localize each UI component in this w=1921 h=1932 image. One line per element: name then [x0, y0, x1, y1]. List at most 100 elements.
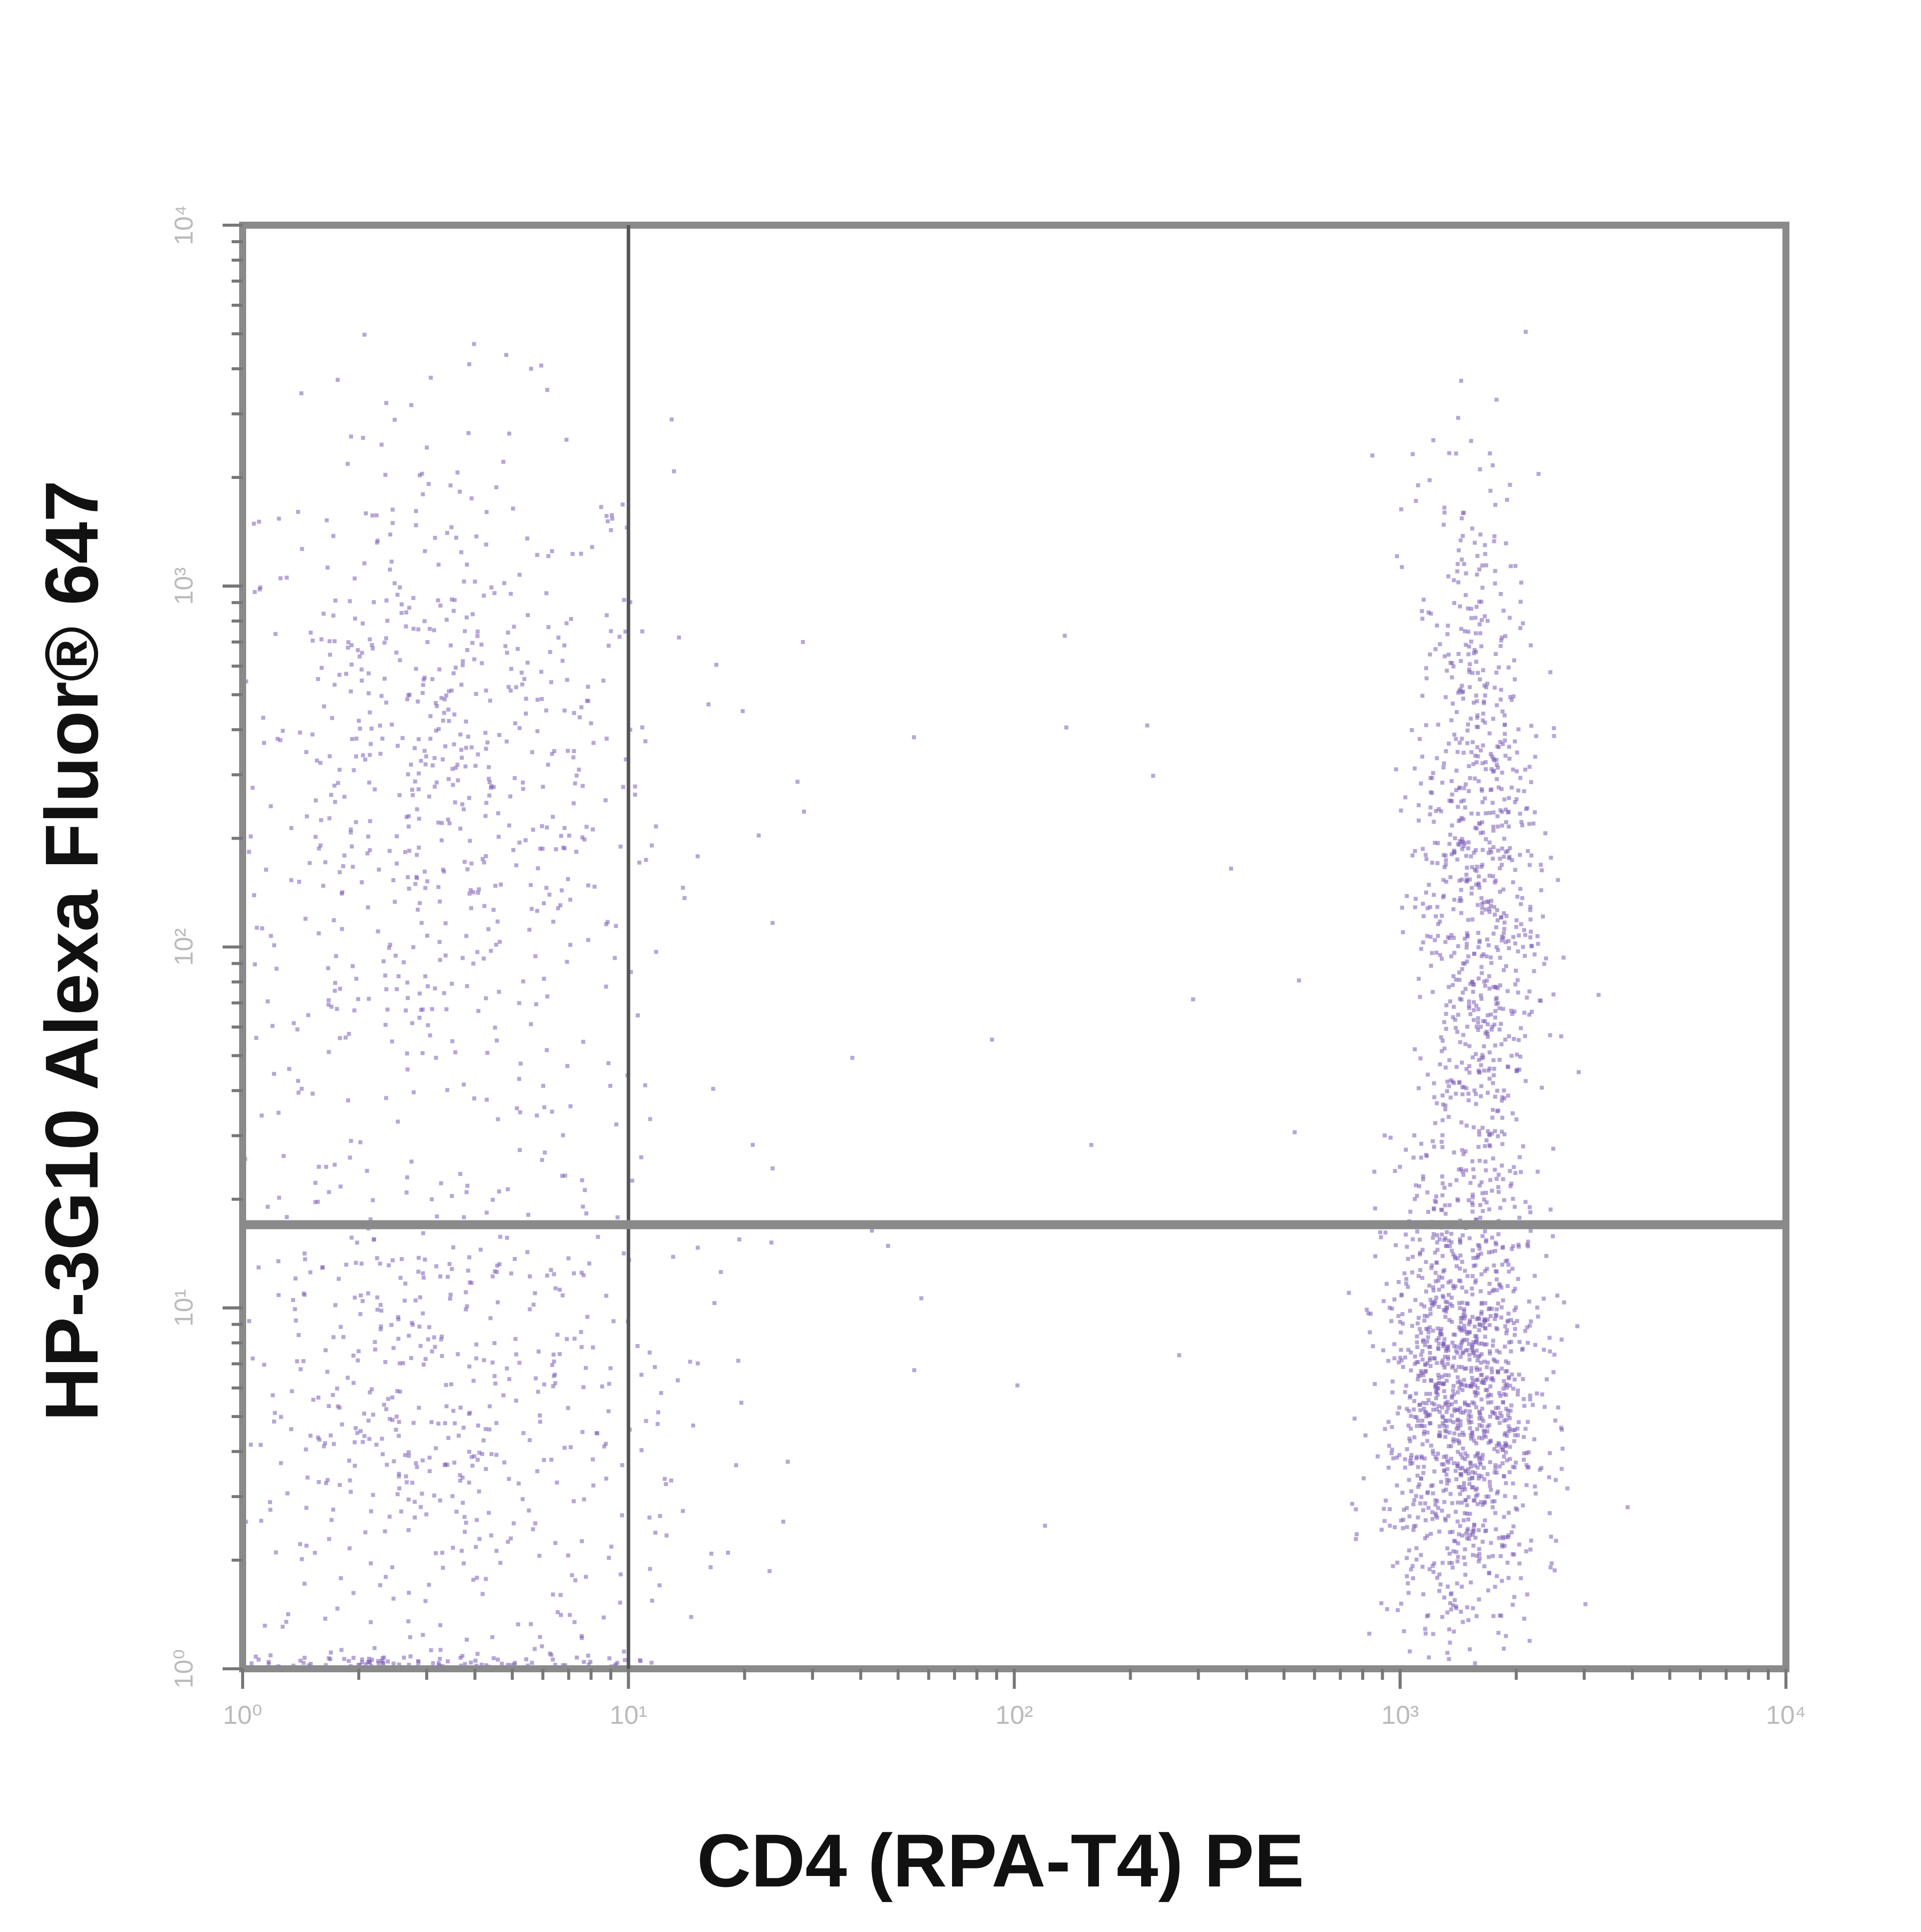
data-point [1472, 1523, 1476, 1527]
data-point [1485, 1318, 1490, 1322]
data-point [1506, 1511, 1511, 1515]
data-point [481, 956, 486, 961]
data-point [1415, 1334, 1419, 1339]
data-point [639, 1448, 644, 1453]
data-point [622, 597, 626, 602]
data-point [545, 1273, 549, 1278]
data-point [1402, 1629, 1406, 1633]
data-point [432, 756, 437, 760]
data-point [1473, 1661, 1477, 1665]
data-point [493, 1025, 497, 1030]
data-point [1436, 1452, 1440, 1456]
data-point [1482, 1343, 1487, 1347]
data-point [421, 492, 425, 496]
data-point [553, 1663, 557, 1667]
data-point [474, 534, 479, 538]
data-point [374, 1443, 379, 1447]
data-point [368, 637, 372, 641]
data-point [1422, 1432, 1426, 1436]
data-point [1440, 914, 1444, 918]
data-point [1404, 1232, 1408, 1237]
data-point [1449, 718, 1454, 723]
data-point [1470, 1274, 1475, 1278]
data-point [1472, 1325, 1477, 1329]
x-tick-label: 10⁴ [1766, 1701, 1806, 1730]
data-point [434, 1446, 438, 1451]
data-point [317, 1438, 322, 1442]
data-point [1516, 1038, 1521, 1042]
data-point [1458, 1524, 1462, 1528]
data-point [421, 1231, 425, 1235]
data-point [1470, 1430, 1474, 1435]
data-point [270, 1024, 275, 1028]
data-point [423, 549, 427, 553]
data-point [1479, 1474, 1484, 1479]
data-point [390, 521, 395, 525]
data-point [1421, 1471, 1426, 1475]
data-point [353, 1464, 357, 1468]
data-point [421, 1362, 426, 1367]
data-point [1395, 1483, 1399, 1488]
data-point [562, 643, 567, 648]
data-point [1437, 1287, 1441, 1292]
data-point [1463, 1511, 1467, 1515]
data-point [1500, 1544, 1505, 1549]
data-point [1489, 1488, 1493, 1492]
data-point [452, 1461, 457, 1465]
data-point [1478, 1413, 1483, 1417]
data-point [410, 1481, 415, 1485]
data-point [1478, 467, 1482, 471]
data-point [605, 920, 610, 924]
data-point [1475, 745, 1480, 750]
data-point [1504, 1418, 1508, 1422]
data-point [1509, 1530, 1514, 1535]
data-point [1517, 1542, 1521, 1547]
data-point [351, 1656, 356, 1660]
data-point [447, 719, 451, 723]
data-point [275, 737, 280, 741]
data-point [1517, 1155, 1522, 1159]
data-point [1496, 1302, 1500, 1306]
data-point [1513, 982, 1518, 987]
data-point [1411, 1155, 1416, 1160]
data-point [1506, 1065, 1510, 1069]
data-point [525, 1250, 530, 1254]
data-point [338, 1483, 342, 1487]
data-point [396, 1337, 401, 1341]
data-point [1465, 1512, 1469, 1516]
data-point [272, 1072, 276, 1076]
data-point [448, 483, 453, 488]
data-point [499, 882, 503, 887]
data-point [473, 579, 477, 584]
data-point [448, 1297, 452, 1301]
data-point [1474, 1394, 1478, 1398]
data-point [1404, 1276, 1409, 1281]
data-point [417, 473, 422, 477]
data-point [596, 1234, 600, 1239]
data-point [372, 600, 376, 604]
data-point [1473, 826, 1478, 830]
data-point [1478, 1203, 1483, 1207]
data-point [1469, 854, 1473, 859]
data-point [442, 711, 446, 715]
data-point [1447, 1657, 1451, 1661]
data-point [1405, 1506, 1409, 1510]
data-point [300, 1557, 304, 1561]
data-point [1439, 1361, 1444, 1365]
data-point [409, 403, 414, 407]
data-point [429, 375, 433, 380]
data-point [407, 1662, 411, 1667]
data-point [384, 987, 389, 991]
data-point [1497, 1536, 1501, 1540]
data-point [480, 1592, 485, 1596]
data-point [1470, 1286, 1474, 1291]
data-point [1487, 907, 1492, 911]
data-point [1500, 1579, 1504, 1583]
data-point [1471, 1527, 1476, 1531]
data-point [1451, 1015, 1455, 1019]
data-point [544, 591, 549, 595]
data-point [1499, 1022, 1503, 1026]
data-point [580, 1539, 584, 1543]
data-point [583, 1188, 587, 1192]
data-point [1489, 1393, 1493, 1398]
